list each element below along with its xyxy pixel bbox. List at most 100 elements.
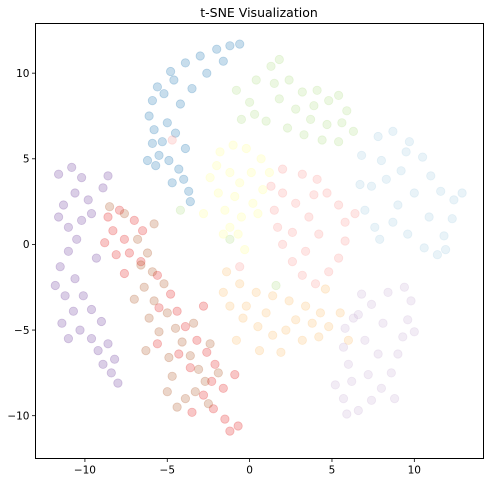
data-point: [111, 250, 121, 260]
data-point: [83, 195, 93, 205]
data-point: [312, 85, 322, 95]
data-point: [180, 58, 190, 68]
data-point: [96, 316, 107, 327]
data-point: [166, 66, 176, 77]
data-point: [353, 309, 363, 320]
data-point: [106, 368, 116, 378]
data-point: [180, 143, 190, 154]
data-point: [175, 205, 185, 215]
data-point: [389, 393, 400, 404]
data-point: [401, 147, 411, 157]
data-point: [185, 351, 195, 361]
y-axis: −10 −5 0 5 10: [7, 68, 36, 422]
data-point: [157, 137, 167, 147]
data-point: [220, 205, 230, 215]
data-point: [314, 332, 324, 342]
data-point: [366, 181, 377, 191]
data-point: [174, 349, 184, 359]
data-point: [360, 205, 370, 215]
data-point: [381, 174, 391, 184]
data-point: [162, 118, 172, 128]
data-point: [245, 97, 255, 107]
y-tick-label: 5: [23, 154, 30, 166]
data-point: [240, 245, 250, 255]
data-point: [307, 318, 317, 328]
data-point: [225, 301, 235, 311]
data-point: [409, 327, 419, 337]
data-point: [277, 188, 288, 198]
data-point: [152, 339, 162, 349]
data-point: [235, 262, 245, 272]
data-point: [75, 325, 85, 335]
data-point: [124, 248, 134, 258]
data-point: [105, 202, 115, 212]
data-point: [70, 274, 80, 284]
data-point: [159, 89, 169, 99]
series-3: [198, 140, 274, 255]
series-6: [330, 282, 419, 419]
data-point: [149, 219, 159, 229]
data-point: [169, 75, 179, 85]
data-point: [233, 229, 243, 239]
data-point: [133, 234, 143, 244]
data-point: [86, 333, 97, 344]
chart-title: t-SNE Visualization: [200, 5, 318, 20]
data-point: [180, 321, 190, 332]
data-point: [167, 135, 177, 145]
data-point: [225, 426, 235, 436]
data-point: [151, 161, 161, 171]
data-point: [144, 111, 154, 121]
series-1: [355, 126, 467, 260]
data-point: [383, 287, 393, 297]
series-8: [100, 205, 243, 436]
data-point: [166, 289, 176, 299]
data-point: [356, 289, 367, 299]
data-point: [218, 56, 228, 66]
data-point: [57, 318, 67, 328]
data-point: [333, 253, 344, 263]
data-point: [277, 239, 288, 249]
data-point: [110, 354, 120, 364]
data-point: [203, 399, 213, 409]
data-point: [100, 238, 110, 248]
data-point: [218, 287, 228, 297]
data-point: [67, 162, 77, 172]
data-point: [238, 313, 248, 323]
data-point: [93, 345, 103, 356]
series-0: [142, 39, 245, 207]
data-point: [424, 212, 434, 222]
data-point: [236, 114, 246, 125]
data-point: [342, 106, 352, 116]
data-point: [297, 270, 307, 280]
data-point: [235, 178, 245, 188]
data-point: [213, 368, 223, 378]
data-point: [258, 185, 268, 195]
data-point: [417, 152, 428, 162]
series-4: [167, 135, 360, 289]
data-point: [220, 414, 230, 424]
data-point: [269, 78, 279, 89]
data-point: [419, 243, 429, 253]
data-point: [363, 369, 373, 380]
data-point: [149, 125, 159, 135]
data-point: [230, 191, 240, 202]
data-point: [251, 287, 261, 297]
data-point: [185, 197, 195, 207]
data-point: [375, 234, 385, 244]
data-point: [235, 39, 245, 49]
data-point: [406, 296, 416, 306]
data-point: [208, 404, 218, 414]
data-point: [119, 234, 130, 244]
data-point: [271, 280, 281, 291]
data-point: [205, 339, 215, 349]
data-point: [317, 135, 327, 145]
data-point: [212, 161, 222, 171]
data-point: [282, 123, 293, 133]
data-point: [436, 186, 446, 196]
data-point: [136, 256, 146, 267]
data-point: [187, 84, 197, 94]
data-point: [324, 96, 334, 106]
data-point: [350, 209, 360, 219]
y-tick-label: 10: [16, 68, 29, 80]
